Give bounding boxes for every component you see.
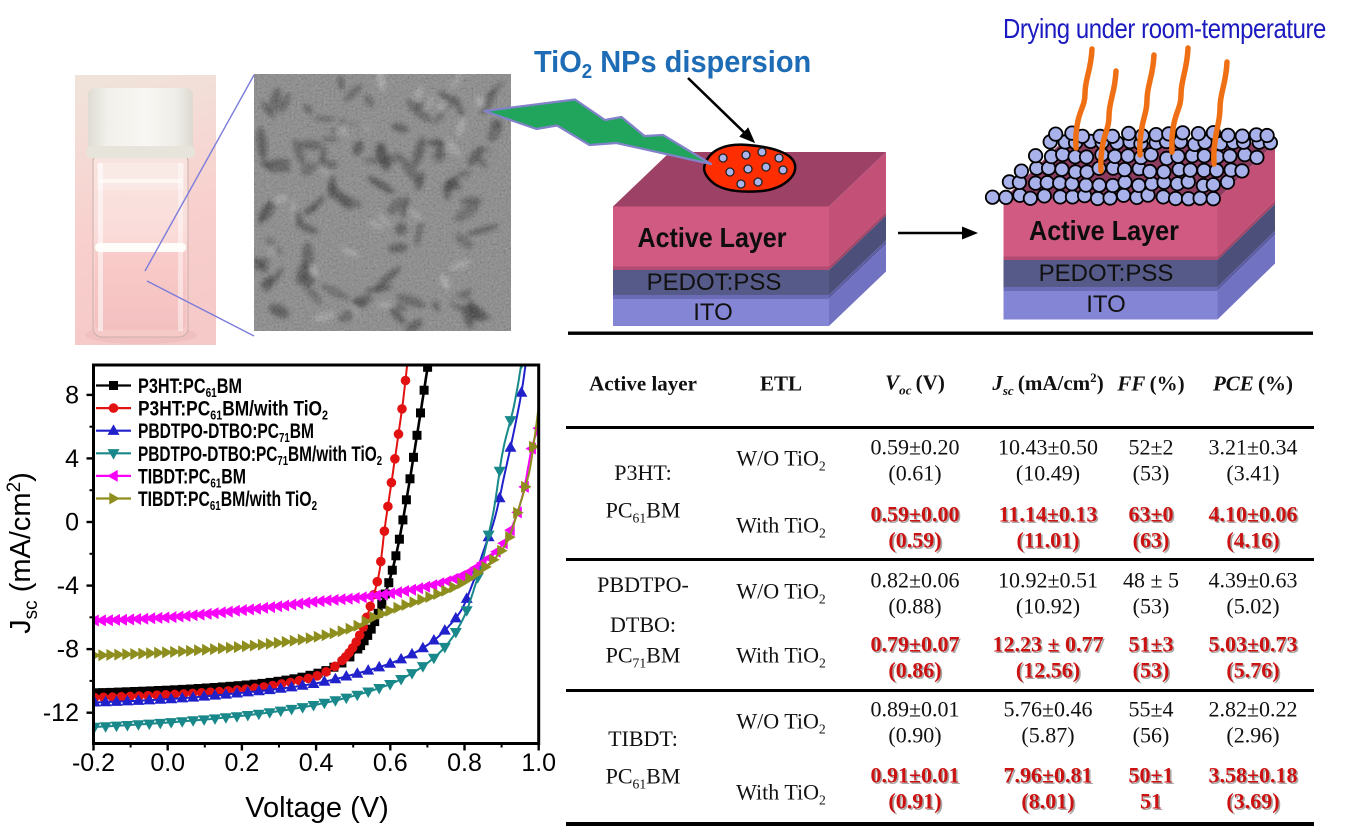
svg-text:-4: -4 [57,572,79,600]
svg-text:ITO: ITO [1086,291,1126,318]
svg-text:-8: -8 [57,636,79,664]
svg-text:PBDTPO-DTBO:PC71BM: PBDTPO-DTBO:PC71BM [138,420,314,445]
svg-text:PEDOT:PSS: PEDOT:PSS [647,269,782,296]
svg-text:Jsc (mA/cm2): Jsc (mA/cm2) [4,472,42,634]
svg-text:ITO: ITO [693,299,733,326]
svg-text:0.8: 0.8 [447,749,482,777]
svg-text:0.2: 0.2 [225,749,260,777]
svg-text:0.4: 0.4 [299,749,334,777]
svg-text:-12: -12 [43,699,79,727]
svg-text:0.0: 0.0 [150,749,185,777]
svg-text:P3HT:PC61BM/with TiO2: P3HT:PC61BM/with TiO2 [138,398,328,423]
svg-text:8: 8 [65,381,79,409]
svg-text:0.6: 0.6 [373,749,408,777]
svg-text:TIBDT:PC61BM: TIBDT:PC61BM [138,465,246,490]
svg-text:P3HT:PC61BM: P3HT:PC61BM [138,375,242,400]
svg-text:PEDOT:PSS: PEDOT:PSS [1039,260,1174,287]
svg-text:Active Layer: Active Layer [1029,215,1179,246]
svg-text:1.0: 1.0 [521,749,556,777]
svg-text:-0.2: -0.2 [72,749,115,777]
svg-text:0: 0 [65,509,79,537]
svg-text:PBDTPO-DTBO:PC71BM/with TiO2: PBDTPO-DTBO:PC71BM/with TiO2 [138,443,382,468]
svg-text:TIBDT:PC61BM/with TiO2: TIBDT:PC61BM/with TiO2 [138,488,317,513]
svg-text:Active Layer: Active Layer [638,222,787,253]
svg-text:Voltage (V): Voltage (V) [245,792,388,824]
svg-text:4: 4 [65,445,79,473]
